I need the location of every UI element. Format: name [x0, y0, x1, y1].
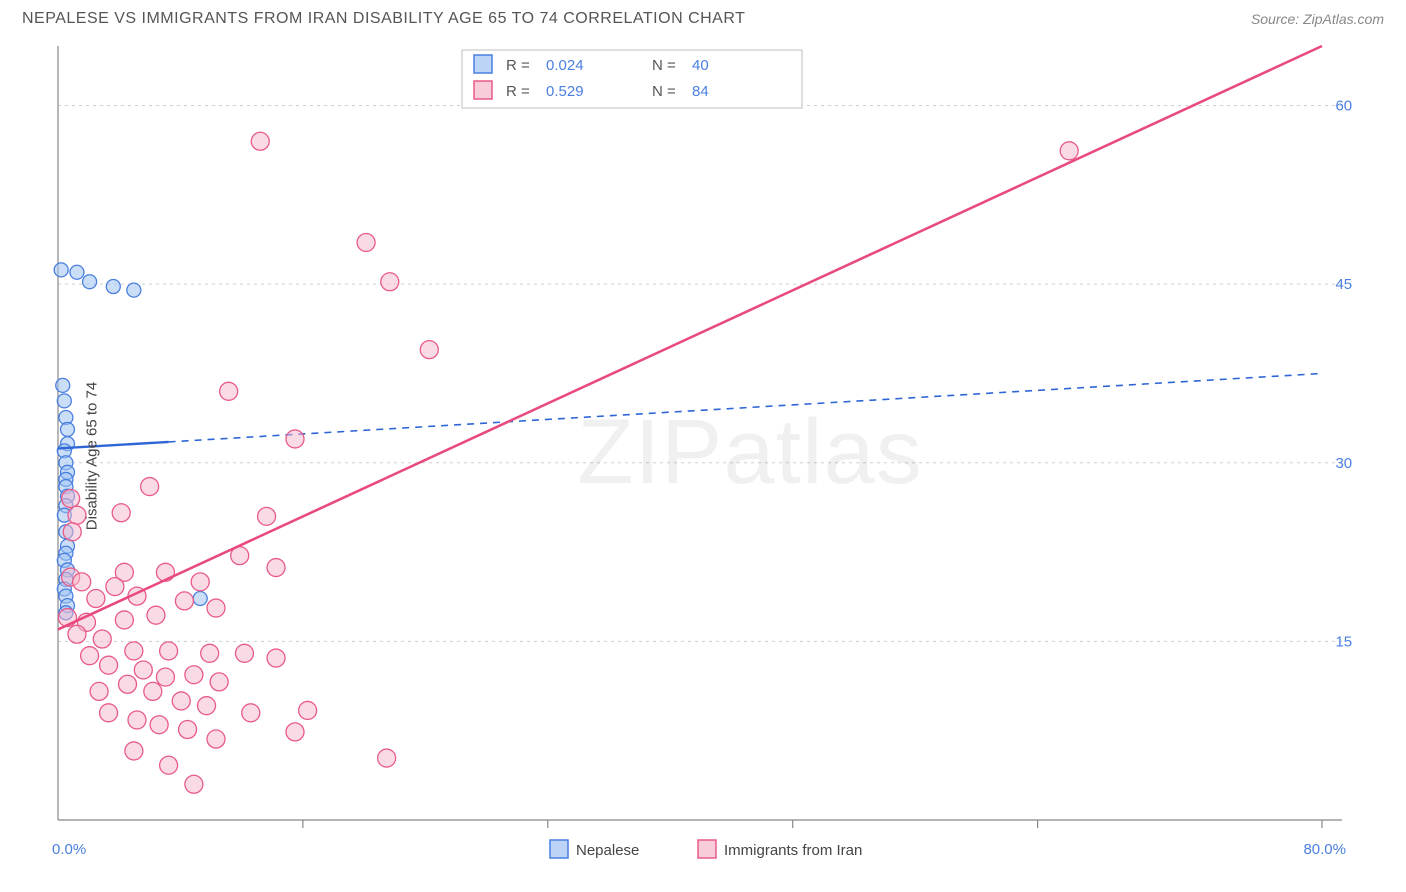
data-point-iran	[68, 625, 86, 643]
data-point-iran	[185, 775, 203, 793]
data-point-nepalese	[127, 283, 141, 297]
x-tick-label: 80.0%	[1303, 841, 1346, 858]
data-point-iran	[100, 656, 118, 674]
data-point-iran	[93, 630, 111, 648]
data-point-nepalese	[60, 422, 74, 436]
data-point-iran	[87, 590, 105, 608]
data-point-iran	[207, 730, 225, 748]
data-point-iran	[179, 721, 197, 739]
data-point-nepalese	[57, 394, 71, 408]
data-point-iran	[62, 489, 80, 507]
chart-source: Source: ZipAtlas.com	[1251, 11, 1384, 27]
svg-text:0.529: 0.529	[546, 83, 584, 100]
data-point-iran	[299, 701, 317, 719]
data-point-iran	[63, 523, 81, 541]
data-point-iran	[172, 692, 190, 710]
data-point-nepalese	[54, 263, 68, 277]
data-point-iran	[90, 682, 108, 700]
data-point-iran	[160, 756, 178, 774]
svg-text:N =: N =	[652, 83, 676, 100]
data-point-nepalese	[56, 378, 70, 392]
chart-title: NEPALESE VS IMMIGRANTS FROM IRAN DISABIL…	[22, 10, 745, 28]
data-point-iran	[235, 644, 253, 662]
y-tick-label: 45.0%	[1335, 276, 1352, 293]
data-point-iran	[258, 507, 276, 525]
data-point-iran	[242, 704, 260, 722]
data-point-iran	[207, 599, 225, 617]
data-point-iran	[112, 504, 130, 522]
data-point-iran	[144, 682, 162, 700]
data-point-iran	[160, 642, 178, 660]
data-point-iran	[100, 704, 118, 722]
data-point-iran	[156, 668, 174, 686]
data-point-iran	[201, 644, 219, 662]
svg-text:Nepalese: Nepalese	[576, 842, 639, 859]
data-point-nepalese	[70, 265, 84, 279]
data-point-iran	[191, 573, 209, 591]
data-point-iran	[115, 611, 133, 629]
data-point-iran	[378, 749, 396, 767]
data-point-iran	[81, 647, 99, 665]
data-point-iran	[73, 573, 91, 591]
watermark: ZIPatlas	[577, 401, 922, 503]
data-point-iran	[267, 649, 285, 667]
svg-text:N =: N =	[652, 57, 676, 74]
y-tick-label: 60.0%	[1335, 98, 1352, 115]
legend-stats: R = 0.024 N = 40 R = 0.529 N = 84	[462, 50, 802, 108]
data-point-iran	[128, 711, 146, 729]
y-tick-label: 30.0%	[1335, 455, 1352, 472]
data-point-iran	[198, 697, 216, 715]
data-point-iran	[286, 430, 304, 448]
data-point-iran	[210, 673, 228, 691]
svg-text:40: 40	[692, 57, 709, 74]
data-point-iran	[141, 478, 159, 496]
data-point-iran	[147, 606, 165, 624]
data-point-iran	[125, 742, 143, 760]
data-point-iran	[150, 716, 168, 734]
data-point-nepalese	[193, 592, 207, 606]
data-point-iran	[175, 592, 193, 610]
data-point-iran	[286, 723, 304, 741]
x-tick-label: 0.0%	[52, 841, 86, 858]
y-tick-label: 15.0%	[1335, 633, 1352, 650]
data-point-iran	[1060, 142, 1078, 160]
data-point-iran	[119, 675, 137, 693]
y-axis-label: Disability Age 65 to 74	[84, 382, 101, 530]
data-point-iran	[125, 642, 143, 660]
svg-text:0.024: 0.024	[546, 57, 584, 74]
data-point-iran	[420, 341, 438, 359]
regression-iran	[58, 46, 1322, 629]
data-point-iran	[381, 273, 399, 291]
data-point-iran	[357, 233, 375, 251]
data-point-iran	[251, 132, 269, 150]
svg-text:Immigrants from Iran: Immigrants from Iran	[724, 842, 862, 859]
svg-text:R =: R =	[506, 57, 530, 74]
data-point-iran	[134, 661, 152, 679]
data-point-iran	[106, 578, 124, 596]
correlation-chart: 15.0% 30.0% 45.0% 60.0% 0.0% 80.0% ZIPatlas R =…	[22, 40, 1352, 860]
data-point-iran	[267, 559, 285, 577]
svg-text:R =: R =	[506, 83, 530, 100]
svg-text:84: 84	[692, 83, 709, 100]
data-point-iran	[220, 382, 238, 400]
legend-series: Nepalese Immigrants from Iran	[550, 840, 862, 859]
data-point-iran	[185, 666, 203, 684]
data-point-nepalese	[83, 275, 97, 289]
data-point-nepalese	[106, 280, 120, 294]
